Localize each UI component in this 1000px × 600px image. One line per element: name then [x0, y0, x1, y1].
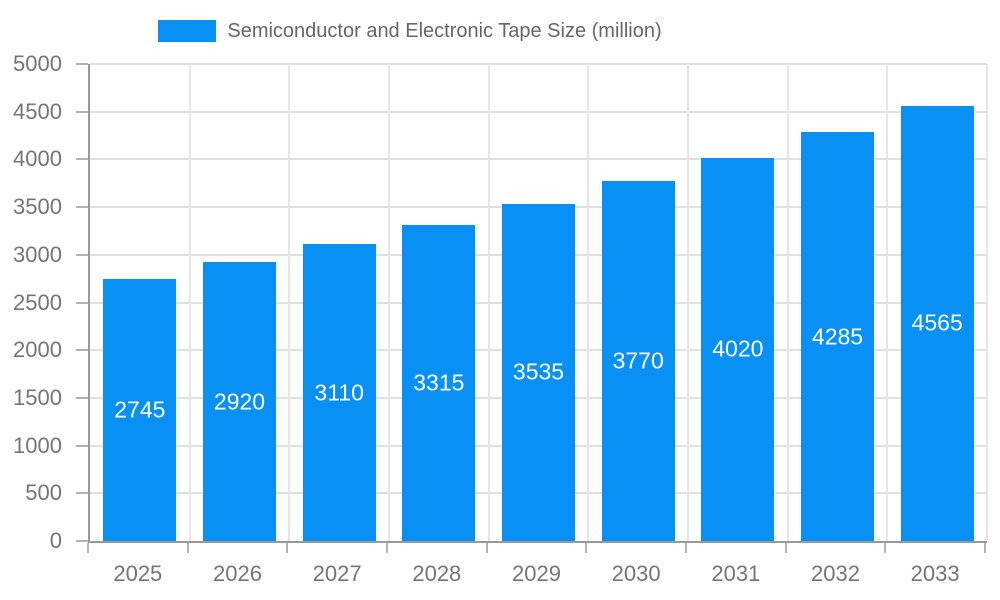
x-tick-mark [186, 543, 189, 553]
x-tick-mark [984, 543, 986, 553]
gridline-vertical [886, 64, 889, 541]
y-tick-mark [76, 206, 88, 209]
y-tick-label: 500 [25, 480, 62, 506]
gridline-vertical [487, 64, 490, 541]
x-axis: 2025 2026 2027 2028 2029 2030 2031 2032 2033 [87, 543, 986, 600]
gridline-horizontal [90, 110, 987, 113]
y-tick-mark [76, 110, 88, 113]
y-tick-mark [76, 492, 88, 495]
bar-2031[interactable]: 4020 [701, 157, 775, 541]
y-tick-mark [76, 540, 88, 542]
bar-2032[interactable]: 4285 [801, 132, 874, 541]
x-tick-mark [286, 543, 289, 553]
bar-value-label: 3535 [512, 358, 565, 385]
bar-value-label: 2920 [213, 388, 266, 415]
x-tick-mark [884, 543, 887, 553]
bar-2027[interactable]: 3110 [302, 244, 376, 541]
x-tick-label: 2033 [910, 561, 960, 586]
y-tick-mark [76, 63, 88, 65]
bar-2029[interactable]: 3535 [502, 203, 575, 541]
bar-2025[interactable]: 2745 [103, 279, 177, 541]
gridline-horizontal [90, 63, 987, 65]
gridline-vertical [188, 64, 191, 541]
y-tick-label: 5000 [13, 51, 62, 76]
gridline-vertical [786, 64, 789, 541]
bar-value-label: 3315 [413, 369, 465, 396]
x-tick-mark [485, 543, 488, 553]
legend[interactable]: Semiconductor and Electronic Tape Size (… [0, 20, 910, 42]
gridline-vertical [288, 64, 291, 541]
legend-swatch-icon [158, 20, 217, 42]
x-tick-label: 2032 [811, 561, 860, 586]
bar-2026[interactable]: 2920 [203, 262, 276, 541]
bar-2030[interactable]: 3770 [601, 181, 675, 541]
plot-area: 2745 2920 3110 3315 3535 3770 4020 4285 4565 [88, 63, 988, 543]
bar-value-label: 2745 [114, 396, 166, 423]
gridline-vertical [387, 64, 390, 541]
x-tick-mark [385, 543, 388, 553]
y-tick-label: 0 [49, 528, 62, 553]
y-tick-mark [76, 301, 88, 304]
gridline-vertical [986, 64, 988, 541]
y-tick-label: 3500 [13, 194, 62, 220]
y-tick-label: 1000 [13, 432, 62, 458]
x-tick-label: 2027 [312, 561, 362, 586]
y-tick-label: 1500 [13, 384, 62, 410]
bar-2033[interactable]: 4565 [900, 105, 974, 541]
x-tick-label: 2030 [611, 561, 661, 586]
x-tick-mark [684, 543, 687, 553]
gridline-vertical [686, 64, 689, 541]
bar-value-label: 3110 [314, 379, 364, 406]
x-tick-label: 2026 [213, 561, 262, 586]
x-tick-label: 2031 [711, 561, 761, 586]
y-tick-mark [76, 349, 88, 352]
y-tick-mark [76, 396, 88, 399]
bar-value-label: 3770 [612, 347, 664, 374]
x-tick-mark [87, 543, 89, 553]
y-tick-label: 2000 [13, 337, 62, 363]
x-tick-label: 2028 [412, 561, 462, 586]
x-tick-label: 2025 [113, 561, 163, 586]
bar-value-label: 4285 [811, 323, 864, 350]
x-tick-mark [784, 543, 787, 553]
gridline-horizontal [90, 158, 987, 161]
y-tick-mark [76, 253, 88, 256]
y-tick-label: 3000 [13, 241, 62, 267]
gridline-vertical [587, 64, 590, 541]
y-tick-label: 4000 [13, 146, 62, 172]
bar-value-label: 4020 [712, 335, 764, 362]
y-tick-mark [76, 444, 88, 447]
legend-label: Semiconductor and Electronic Tape Size (… [227, 20, 662, 42]
y-axis: 0 500 1000 1500 2000 2500 3000 3500 4000 4500 5000 [0, 51, 88, 553]
y-tick-label: 2500 [13, 289, 62, 315]
y-tick-mark [76, 158, 88, 161]
y-tick-label: 4500 [13, 98, 62, 124]
bar-value-label: 4565 [911, 309, 963, 336]
x-tick-label: 2029 [512, 561, 561, 586]
x-tick-mark [585, 543, 588, 553]
bar-2028[interactable]: 3315 [402, 224, 476, 541]
